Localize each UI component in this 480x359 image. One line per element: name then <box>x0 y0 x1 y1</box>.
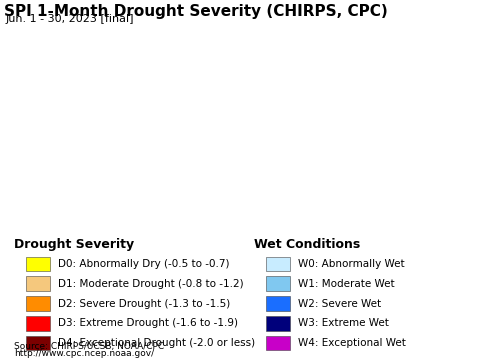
Bar <box>26 257 50 271</box>
Bar <box>266 276 290 291</box>
Text: W1: Moderate Wet: W1: Moderate Wet <box>298 279 394 289</box>
Text: W3: Extreme Wet: W3: Extreme Wet <box>298 318 388 328</box>
Bar <box>26 336 50 350</box>
Text: Source: CHIRPS/UCSB, NOAA/CPC: Source: CHIRPS/UCSB, NOAA/CPC <box>14 342 165 351</box>
Bar <box>26 296 50 311</box>
Text: D3: Extreme Drought (-1.6 to -1.9): D3: Extreme Drought (-1.6 to -1.9) <box>58 318 238 328</box>
Text: D1: Moderate Drought (-0.8 to -1.2): D1: Moderate Drought (-0.8 to -1.2) <box>58 279 243 289</box>
Text: Drought Severity: Drought Severity <box>14 238 134 251</box>
Text: W4: Exceptional Wet: W4: Exceptional Wet <box>298 338 406 348</box>
Bar <box>266 336 290 350</box>
Text: D4: Exceptional Drought (-2.0 or less): D4: Exceptional Drought (-2.0 or less) <box>58 338 255 348</box>
Bar <box>26 276 50 291</box>
Text: W2: Severe Wet: W2: Severe Wet <box>298 299 381 309</box>
Text: SPI 1-Month Drought Severity (CHIRPS, CPC): SPI 1-Month Drought Severity (CHIRPS, CP… <box>4 4 387 19</box>
Text: Jun. 1 - 30, 2023 [final]: Jun. 1 - 30, 2023 [final] <box>6 14 134 24</box>
Bar <box>26 316 50 331</box>
Text: Wet Conditions: Wet Conditions <box>254 238 360 251</box>
Bar <box>266 296 290 311</box>
Text: W0: Abnormally Wet: W0: Abnormally Wet <box>298 259 404 269</box>
Text: D2: Severe Drought (-1.3 to -1.5): D2: Severe Drought (-1.3 to -1.5) <box>58 299 230 309</box>
Text: http://www.cpc.ncep.noaa.gov/: http://www.cpc.ncep.noaa.gov/ <box>14 349 155 358</box>
Bar <box>266 257 290 271</box>
Bar <box>266 316 290 331</box>
Text: D0: Abnormally Dry (-0.5 to -0.7): D0: Abnormally Dry (-0.5 to -0.7) <box>58 259 229 269</box>
